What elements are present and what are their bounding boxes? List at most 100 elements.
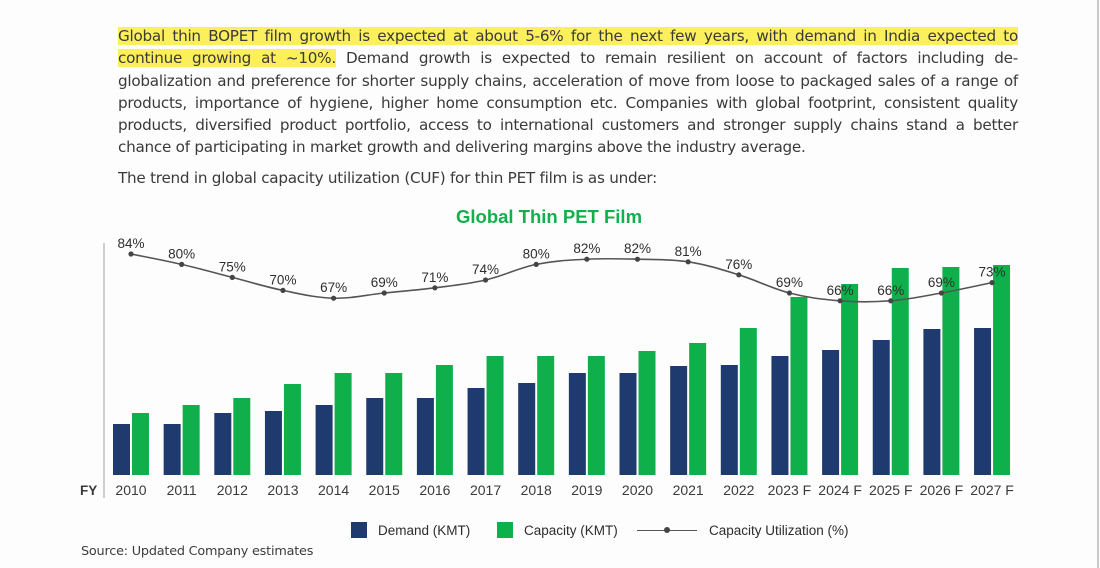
utilization-point bbox=[634, 256, 641, 262]
legend-item-utilization: Capacity Utilization (%) bbox=[637, 522, 849, 538]
data-labels-group: 84% 80% 75% 70% 67% 69% 71% 74% 80% 82% 82% 81% 76% 6… bbox=[117, 236, 1005, 298]
capacity-bar bbox=[587, 356, 605, 475]
utilization-point bbox=[786, 290, 793, 296]
utilization-data-label: 66% bbox=[827, 283, 854, 298]
utilization-data-label: 84% bbox=[117, 236, 144, 251]
utilization-point bbox=[938, 290, 945, 296]
capacity-bar bbox=[891, 268, 909, 475]
legend-swatch-capacity bbox=[497, 522, 513, 538]
capacity-bar bbox=[435, 365, 453, 475]
utilization-point bbox=[533, 261, 539, 267]
demand-bar bbox=[619, 373, 637, 475]
page-edge-border bbox=[1097, 0, 1099, 568]
demand-bar bbox=[670, 366, 688, 475]
legend-line-marker-icon bbox=[637, 522, 697, 538]
x-tick-label: 2012 bbox=[217, 482, 248, 498]
utilization-point bbox=[989, 280, 995, 286]
utilization-point bbox=[432, 285, 438, 291]
utilization-data-label: 69% bbox=[776, 275, 803, 290]
capacity-bar bbox=[739, 328, 757, 475]
x-tick-label: 2025 F bbox=[869, 482, 913, 498]
utilization-data-label: 80% bbox=[523, 246, 550, 261]
capacity-bar bbox=[942, 267, 960, 475]
x-axis-label: FY bbox=[80, 483, 97, 498]
utilization-data-label: 69% bbox=[928, 275, 955, 290]
x-tick-label: 2010 bbox=[115, 482, 146, 498]
utilization-data-label: 73% bbox=[979, 265, 1006, 280]
chart-title: Global Thin PET Film bbox=[455, 206, 643, 227]
legend-label-demand: Demand (KMT) bbox=[378, 522, 471, 538]
demand-bar bbox=[163, 424, 181, 475]
demand-bar bbox=[113, 424, 130, 475]
demand-bar bbox=[518, 383, 536, 475]
x-tick-label: 2019 bbox=[571, 482, 602, 498]
legend-item-capacity: Capacity (KMT) bbox=[497, 522, 618, 538]
utilization-data-label: 66% bbox=[877, 283, 904, 298]
capacity-bar bbox=[486, 356, 504, 475]
utilization-point bbox=[280, 287, 286, 293]
source-note: Source: Updated Company estimates bbox=[81, 544, 314, 559]
x-tick-labels-group: 2010 2011 2012 2013 2014 2015 2016 2017 2018 2019… bbox=[115, 482, 1013, 498]
utilization-data-label: 76% bbox=[725, 257, 752, 272]
legend-swatch-demand bbox=[351, 522, 367, 538]
capacity-bar bbox=[689, 343, 707, 475]
utilization-data-label: 71% bbox=[421, 270, 448, 285]
legend-item-demand: Demand (KMT) bbox=[351, 522, 470, 538]
utilization-point bbox=[888, 298, 894, 304]
demand-bar bbox=[366, 398, 384, 475]
capacity-bar bbox=[537, 356, 555, 475]
x-tick-label: 2022 bbox=[723, 482, 754, 498]
utilization-data-label: 82% bbox=[573, 241, 600, 256]
demand-bar bbox=[974, 328, 992, 475]
utilization-point bbox=[482, 277, 489, 283]
legend-label-utilization: Capacity Utilization (%) bbox=[709, 522, 849, 538]
demand-bar bbox=[568, 373, 586, 475]
x-tick-label: 2016 bbox=[419, 482, 450, 498]
x-tick-label: 2013 bbox=[267, 482, 298, 498]
capacity-utilization-line bbox=[130, 253, 993, 303]
utilization-point bbox=[331, 295, 337, 301]
utilization-point bbox=[736, 272, 742, 278]
demand-bar bbox=[315, 405, 333, 475]
capacity-bar bbox=[638, 351, 656, 475]
capacity-bar bbox=[841, 284, 859, 475]
x-tick-label: 2024 F bbox=[818, 482, 862, 498]
bars-group bbox=[113, 265, 1011, 475]
utilization-data-label: 81% bbox=[675, 244, 702, 259]
demand-bar bbox=[923, 329, 941, 475]
utilization-data-label: 75% bbox=[219, 259, 246, 274]
utilization-point bbox=[584, 256, 590, 262]
utilization-data-label: 70% bbox=[269, 272, 296, 287]
x-tick-label: 2011 bbox=[167, 482, 197, 498]
x-tick-label: 2021 bbox=[673, 482, 704, 498]
legend-label-capacity: Capacity (KMT) bbox=[524, 522, 618, 538]
demand-bar bbox=[416, 398, 434, 475]
trend-intro-text: The trend in global capacity utilization… bbox=[118, 169, 658, 187]
utilization-data-label: 69% bbox=[371, 275, 398, 290]
utilization-data-label: 67% bbox=[320, 280, 347, 295]
capacity-bar bbox=[283, 384, 301, 475]
x-tick-label: 2014 bbox=[318, 482, 349, 498]
demand-bar bbox=[467, 388, 485, 475]
x-tick-label: 2017 bbox=[470, 482, 501, 498]
chart-title-wrap: Global Thin PET Film bbox=[0, 206, 1100, 228]
demand-bar bbox=[264, 411, 282, 475]
capacity-bar bbox=[334, 373, 352, 475]
utilization-data-label: 82% bbox=[624, 241, 651, 256]
capacity-bar bbox=[385, 373, 403, 475]
capacity-bar bbox=[182, 405, 200, 475]
utilization-data-label: 74% bbox=[472, 262, 499, 277]
capacity-bar bbox=[233, 398, 251, 475]
line-points-group bbox=[128, 251, 995, 304]
utilization-data-label: 80% bbox=[168, 246, 195, 261]
x-tick-label: 2018 bbox=[521, 482, 552, 498]
demand-bar bbox=[872, 340, 890, 475]
capacity-bar bbox=[790, 297, 808, 475]
x-tick-label: 2023 F bbox=[768, 482, 812, 498]
utilization-point bbox=[381, 290, 387, 296]
utilization-point bbox=[685, 259, 691, 265]
x-tick-label: 2027 F bbox=[970, 482, 1014, 498]
paragraph-text: Demand growth is expected to remain resi… bbox=[118, 49, 1019, 157]
utilization-point bbox=[837, 298, 843, 304]
